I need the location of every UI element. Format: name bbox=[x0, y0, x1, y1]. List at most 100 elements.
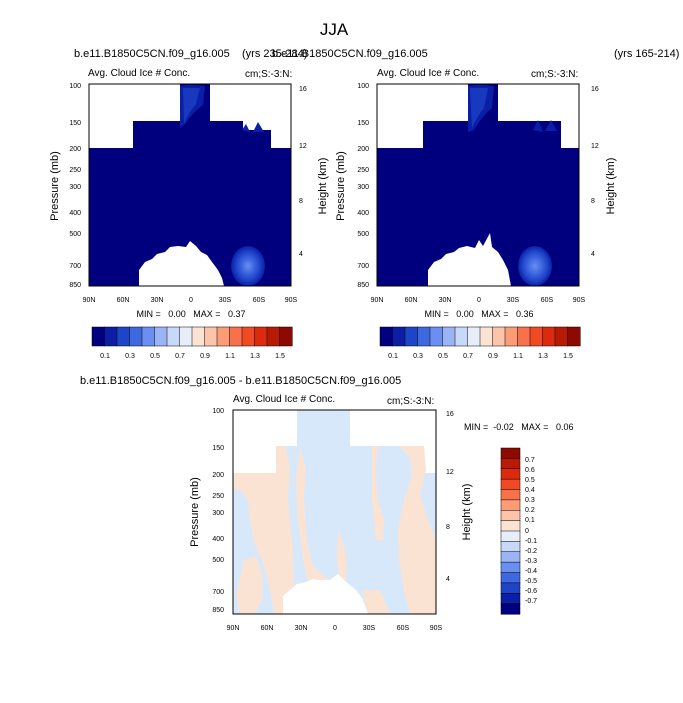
right-colorbar-labels: 0.1 0.3 0.5 0.7 0.9 1.1 1.3 1.5 bbox=[388, 353, 573, 360]
colorbar-swatch bbox=[517, 326, 531, 347]
right-x-ticks: 90N 60N 30N 0 30S 60S 90S bbox=[371, 297, 586, 304]
right-panel-title: Avg. Cloud Ice # Conc. bbox=[377, 68, 479, 79]
x-tick: 90N bbox=[83, 297, 96, 304]
colorbar-swatch bbox=[241, 326, 256, 347]
colorbar-swatch bbox=[500, 561, 521, 574]
left-colorbar-swatches bbox=[91, 326, 293, 347]
colorbar-label: 1.3 bbox=[538, 353, 548, 360]
left-x-ticks: 90N 60N 30N 0 30S 60S 90S bbox=[83, 297, 298, 304]
diff-colorbar: 0.7 0.6 0.5 0.4 0.3 0.2 0.1 0 -0.1 -0.2 … bbox=[500, 447, 537, 615]
height-tick: 4 bbox=[591, 251, 595, 258]
y-tick: 250 bbox=[69, 167, 81, 174]
colorbar-swatch bbox=[500, 510, 521, 522]
x-tick: 60S bbox=[397, 625, 410, 632]
colorbar-swatch bbox=[454, 326, 469, 347]
x-tick: 90N bbox=[227, 625, 240, 632]
height-tick: 12 bbox=[446, 469, 454, 476]
x-tick: 30N bbox=[295, 625, 308, 632]
height-tick: 16 bbox=[299, 86, 307, 93]
colorbar-label: 0.4 bbox=[525, 487, 535, 494]
x-tick: 90S bbox=[573, 297, 586, 304]
colorbar-swatch bbox=[529, 326, 544, 347]
colorbar-swatch bbox=[500, 458, 521, 470]
diff-plot-fill bbox=[233, 410, 436, 614]
colorbar-label: 1.5 bbox=[563, 353, 573, 360]
right-y-ticks: 100 150 200 250 300 400 500 700 850 bbox=[357, 83, 369, 289]
colorbar-label: -0.2 bbox=[525, 548, 537, 555]
y-tick: 500 bbox=[357, 231, 369, 238]
colorbar-label: 0.3 bbox=[125, 353, 135, 360]
right-height-ticks: 16 12 8 4 bbox=[591, 86, 599, 258]
height-tick: 8 bbox=[591, 198, 595, 205]
colorbar-swatch bbox=[500, 499, 521, 511]
y-tick: 850 bbox=[212, 607, 224, 614]
left-units: cm;S:-3:N: bbox=[245, 69, 292, 80]
y-tick: 500 bbox=[212, 557, 224, 564]
case-left-label: b.e11.B1850C5CN.f09_g16.005 bbox=[74, 48, 230, 60]
colorbar-label: 0 bbox=[525, 528, 529, 535]
colorbar-swatch bbox=[504, 326, 519, 347]
colorbar-swatch bbox=[404, 326, 419, 347]
y-tick: 400 bbox=[212, 536, 224, 543]
colorbar-swatch bbox=[279, 326, 293, 347]
colorbar-label: 0.3 bbox=[525, 497, 535, 504]
y-tick: 150 bbox=[212, 445, 224, 452]
height-tick: 16 bbox=[591, 86, 599, 93]
colorbar-swatch bbox=[191, 326, 206, 347]
colorbar-swatch bbox=[500, 551, 521, 563]
x-tick: 60N bbox=[405, 297, 418, 304]
x-tick: 30S bbox=[219, 297, 232, 304]
height-tick: 12 bbox=[299, 143, 307, 150]
diff-x-ticks: 90N 60N 30N 0 30S 60S 90S bbox=[227, 625, 443, 632]
left-min-max: MIN = 0.00 MAX = 0.37 bbox=[136, 309, 245, 319]
diff-colorbar-labels: 0.7 0.6 0.5 0.4 0.3 0.2 0.1 0 -0.1 -0.2 … bbox=[525, 457, 537, 605]
colorbar-label: 0.1 bbox=[100, 353, 110, 360]
colorbar-swatch bbox=[467, 326, 481, 347]
left-colorbar-labels: 0.1 0.3 0.5 0.7 0.9 1.1 1.3 1.5 bbox=[100, 353, 285, 360]
y-tick: 300 bbox=[212, 510, 224, 517]
diff-panel: Avg. Cloud Ice # Conc. cm;S:-3:N: Pressu… bbox=[189, 394, 574, 632]
colorbar-label: 1.3 bbox=[250, 353, 260, 360]
x-tick: 30N bbox=[439, 297, 452, 304]
y-tick: 500 bbox=[69, 231, 81, 238]
years-left-label: (yrs 235-284) bbox=[242, 48, 307, 60]
right-min-max: MIN = 0.00 MAX = 0.36 bbox=[424, 309, 533, 319]
colorbar-label: 0.1 bbox=[388, 353, 398, 360]
y-tick: 200 bbox=[69, 146, 81, 153]
page-title: JJA bbox=[320, 20, 349, 39]
colorbar-swatch bbox=[554, 326, 569, 347]
colorbar-swatch bbox=[91, 326, 106, 347]
colorbar-swatch bbox=[216, 326, 231, 347]
y-tick: 850 bbox=[69, 282, 81, 289]
colorbar-swatch bbox=[266, 326, 281, 347]
case-right-label: b.e11.B1850C5CN.f09_g16.005 bbox=[272, 48, 428, 60]
y-tick: 700 bbox=[69, 263, 81, 270]
y-tick: 150 bbox=[69, 120, 81, 127]
x-tick: 30S bbox=[507, 297, 520, 304]
colorbar-swatch bbox=[417, 326, 431, 347]
y-tick: 700 bbox=[212, 589, 224, 596]
x-tick: 60S bbox=[253, 297, 266, 304]
colorbar-label: 0.2 bbox=[525, 507, 535, 514]
colorbar-swatch bbox=[442, 326, 456, 347]
colorbar-swatch bbox=[500, 593, 521, 605]
y-tick: 300 bbox=[69, 184, 81, 191]
y-tick: 250 bbox=[212, 493, 224, 500]
colorbar-label: 0.5 bbox=[150, 353, 160, 360]
y-tick: 100 bbox=[69, 83, 81, 90]
left-ylabel: Pressure (mb) bbox=[49, 151, 61, 221]
colorbar-label: -0.7 bbox=[525, 598, 537, 605]
colorbar-swatch bbox=[500, 520, 521, 532]
diff-units: cm;S:-3:N: bbox=[387, 396, 434, 407]
y-tick: 400 bbox=[69, 210, 81, 217]
right-units: cm;S:-3:N: bbox=[531, 69, 578, 80]
left-y-ticks: 100 150 200 250 300 400 500 700 850 bbox=[69, 83, 81, 289]
right-ylabel: Pressure (mb) bbox=[335, 151, 347, 221]
colorbar-swatch bbox=[141, 326, 156, 347]
diff-ylabel-right: Height (km) bbox=[461, 484, 473, 541]
right-colorbar-swatches bbox=[379, 326, 581, 347]
y-tick: 100 bbox=[357, 83, 369, 90]
colorbar-swatch bbox=[129, 326, 143, 347]
colorbar-label: -0.5 bbox=[525, 578, 537, 585]
colorbar-swatch bbox=[500, 530, 521, 542]
